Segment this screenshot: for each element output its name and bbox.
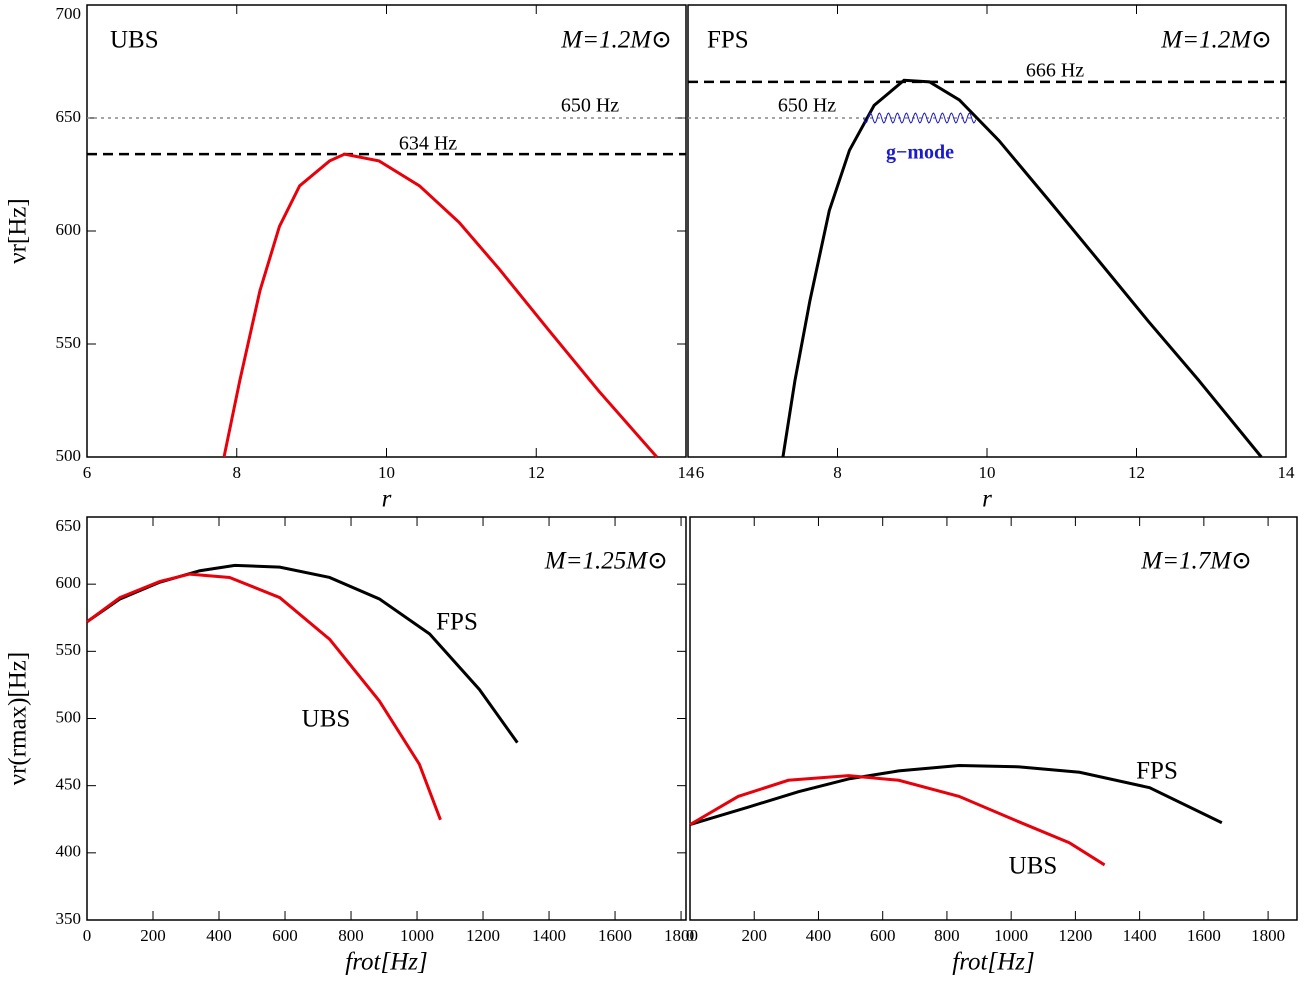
- x-tick-label: 1000: [400, 926, 434, 945]
- mass-label: M=1.2M⊙: [1160, 27, 1272, 54]
- x-tick-label: 0: [686, 926, 695, 945]
- mass-label: M=1.2M⊙: [560, 27, 672, 54]
- y-tick-label: 450: [56, 775, 82, 794]
- data-line: [689, 774, 1106, 867]
- y-tick-label: 700: [56, 4, 82, 23]
- x-tick-label: 600: [272, 926, 298, 945]
- x-tick-label: 400: [806, 926, 832, 945]
- x-tick-label: 1600: [1187, 926, 1221, 945]
- x-tick-label: 14: [678, 463, 696, 482]
- y-tick-label: 500: [56, 707, 82, 726]
- series-label: FPS: [436, 609, 478, 636]
- x-tick-label: 1800: [1251, 926, 1285, 945]
- x-tick-label: 0: [83, 926, 92, 945]
- data-line: [222, 152, 658, 458]
- mass-label: M=1.25M⊙: [544, 548, 668, 575]
- series-label: UBS: [1009, 853, 1058, 880]
- x-tick-label: 8: [833, 463, 842, 482]
- x-tick-label: 600: [870, 926, 896, 945]
- reference-label: 650 Hz: [561, 95, 619, 117]
- x-tick-label: 800: [934, 926, 960, 945]
- data-line: [86, 572, 442, 821]
- x-tick-label: 6: [83, 463, 92, 482]
- y-tick-label: 650: [56, 516, 82, 535]
- x-tick-label: 14: [1278, 463, 1296, 482]
- y-axis-label: νr[Hz]: [5, 198, 32, 263]
- x-tick-label: 8: [233, 463, 242, 482]
- x-tick-label: 800: [338, 926, 364, 945]
- y-tick-label: 650: [56, 107, 82, 126]
- y-axis-label: νr(rmax)[Hz]: [5, 652, 32, 785]
- mass-label: M=1.7M⊙: [1140, 548, 1252, 575]
- x-tick-label: 400: [206, 926, 232, 945]
- series-label: UBS: [302, 706, 351, 733]
- x-axis-label: r: [982, 486, 992, 513]
- x-tick-label: 1200: [466, 926, 500, 945]
- series-label: FPS: [707, 27, 749, 54]
- plot-frame: [687, 4, 1287, 458]
- y-tick-label: 600: [56, 573, 82, 592]
- x-axis-label: frot[Hz]: [345, 949, 427, 976]
- x-tick-label: 1400: [1123, 926, 1157, 945]
- x-tick-label: 6: [696, 463, 705, 482]
- x-tick-label: 12: [528, 463, 545, 482]
- x-tick-label: 200: [140, 926, 166, 945]
- y-tick-label: 350: [56, 909, 82, 928]
- y-tick-label: 550: [56, 640, 82, 659]
- x-tick-label: 1600: [598, 926, 632, 945]
- y-tick-label: 600: [56, 220, 82, 239]
- x-tick-label: 200: [741, 926, 767, 945]
- reference-label: 650 Hz: [778, 95, 836, 117]
- x-tick-label: 1200: [1058, 926, 1092, 945]
- g-mode-wave: [863, 112, 977, 124]
- y-tick-label: 550: [56, 333, 82, 352]
- x-tick-label: 1800: [664, 926, 698, 945]
- reference-label: 666 Hz: [1026, 60, 1084, 82]
- y-tick-label: 400: [56, 842, 82, 861]
- reference-label: 634 Hz: [399, 133, 457, 155]
- x-tick-label: 10: [378, 463, 395, 482]
- x-tick-label: 12: [1128, 463, 1145, 482]
- x-tick-label: 1000: [994, 926, 1028, 945]
- plot-frame: [689, 516, 1298, 921]
- data-line: [689, 764, 1223, 827]
- y-tick-label: 500: [56, 446, 82, 465]
- x-axis-label: r: [382, 486, 392, 513]
- series-label: UBS: [110, 27, 159, 54]
- mode-label: g−mode: [886, 142, 954, 164]
- x-tick-label: 1400: [532, 926, 566, 945]
- x-axis-label: frot[Hz]: [952, 949, 1034, 976]
- data-line: [781, 78, 1263, 458]
- series-label: FPS: [1136, 758, 1178, 785]
- x-tick-label: 10: [979, 463, 996, 482]
